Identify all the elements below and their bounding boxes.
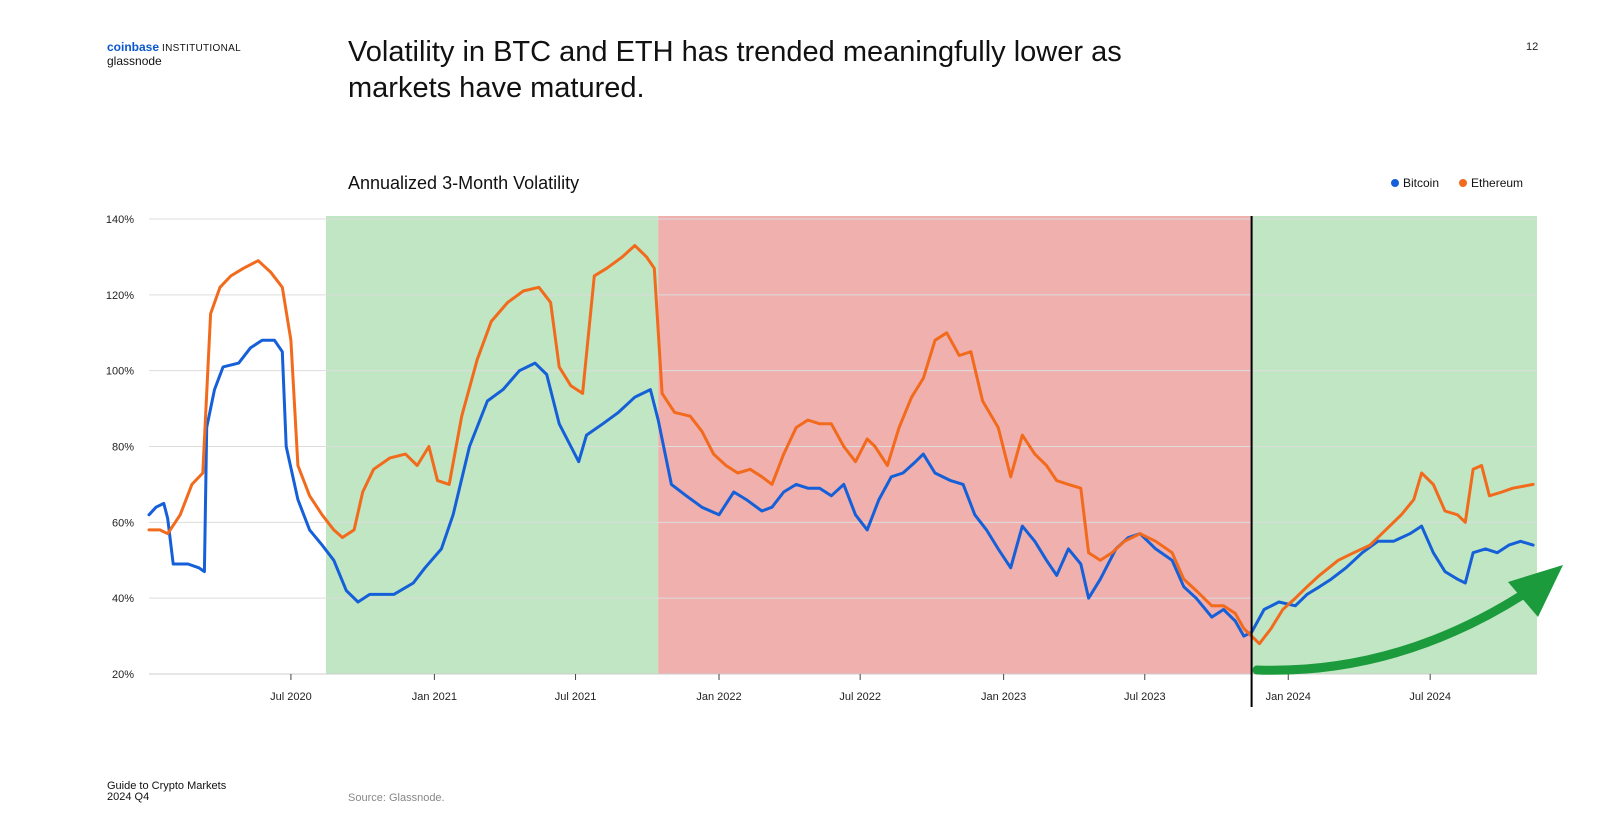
series-line-ethereum bbox=[147, 244, 1535, 646]
x-tick-label: Jul 2024 bbox=[1409, 691, 1451, 703]
legend-item-ethereum: Ethereum bbox=[1459, 176, 1523, 190]
x-tick-label: Jan 2021 bbox=[412, 691, 457, 703]
x-tick-label: Jul 2022 bbox=[839, 691, 881, 703]
y-tick-label: 20% bbox=[112, 669, 134, 681]
glassnode-wordmark: glassnode bbox=[107, 54, 162, 68]
footer-report-period: 2024 Q4 bbox=[107, 791, 150, 803]
x-tick-label: Jul 2023 bbox=[1124, 691, 1166, 703]
brand-logo: coinbase INSTITUTIONAL glassnode bbox=[107, 41, 241, 68]
x-tick-label: Jan 2022 bbox=[696, 691, 741, 703]
series-lines bbox=[147, 244, 1535, 646]
trend-arrow-shaft bbox=[1252, 585, 1535, 675]
y-tick-label: 140% bbox=[106, 214, 134, 226]
legend-item-bitcoin: Bitcoin bbox=[1391, 176, 1439, 190]
trend-arrow-head-icon bbox=[1508, 565, 1563, 617]
y-tick-label: 40% bbox=[112, 593, 134, 605]
coinbase-wordmark: coinbase bbox=[107, 40, 160, 54]
institutional-wordmark: INSTITUTIONAL bbox=[162, 43, 241, 54]
y-axis: 20% 40% 60% 80% 100% 120% 140% bbox=[106, 214, 134, 681]
legend-bitcoin-label: Bitcoin bbox=[1403, 176, 1440, 190]
x-tick-label: Jan 2023 bbox=[981, 691, 1026, 703]
regime-bands bbox=[326, 216, 1537, 674]
shaded-region-2 bbox=[658, 216, 1252, 674]
series-line-bitcoin bbox=[147, 338, 1535, 638]
y-tick-label: 80% bbox=[112, 442, 134, 454]
source-note: Source: Glassnode. bbox=[348, 792, 445, 804]
y-tick-label: 120% bbox=[106, 290, 134, 302]
legend-ethereum-label: Ethereum bbox=[1471, 176, 1524, 190]
x-axis: Jul 2020 Jan 2021 Jul 2021 Jan 2022 Jul 2022… bbox=[149, 673, 1537, 703]
y-tick-label: 60% bbox=[112, 517, 134, 529]
x-tick-label: Jan 2024 bbox=[1266, 691, 1311, 703]
annotations bbox=[1250, 216, 1563, 707]
footer-report-title: Guide to Crypto Markets bbox=[107, 780, 227, 792]
y-tick-label: 100% bbox=[106, 366, 134, 378]
page-headline: Volatility in BTC and ETH has trended me… bbox=[348, 36, 1122, 104]
chart-legend: Bitcoin Ethereum bbox=[1391, 176, 1523, 190]
footer: Guide to Crypto Markets 2024 Q4 bbox=[107, 781, 226, 803]
legend-ethereum-dot-icon bbox=[1459, 179, 1468, 187]
x-tick-label: Jul 2021 bbox=[555, 691, 597, 703]
brand-line-coinbase: coinbase INSTITUTIONAL bbox=[107, 41, 241, 55]
shaded-region-1 bbox=[326, 216, 659, 674]
chart-title: Annualized 3-Month Volatility bbox=[348, 173, 580, 193]
page-number: 12 bbox=[1526, 41, 1539, 53]
x-tick-label: Jul 2020 bbox=[270, 691, 312, 703]
legend-bitcoin-dot-icon bbox=[1391, 179, 1399, 187]
